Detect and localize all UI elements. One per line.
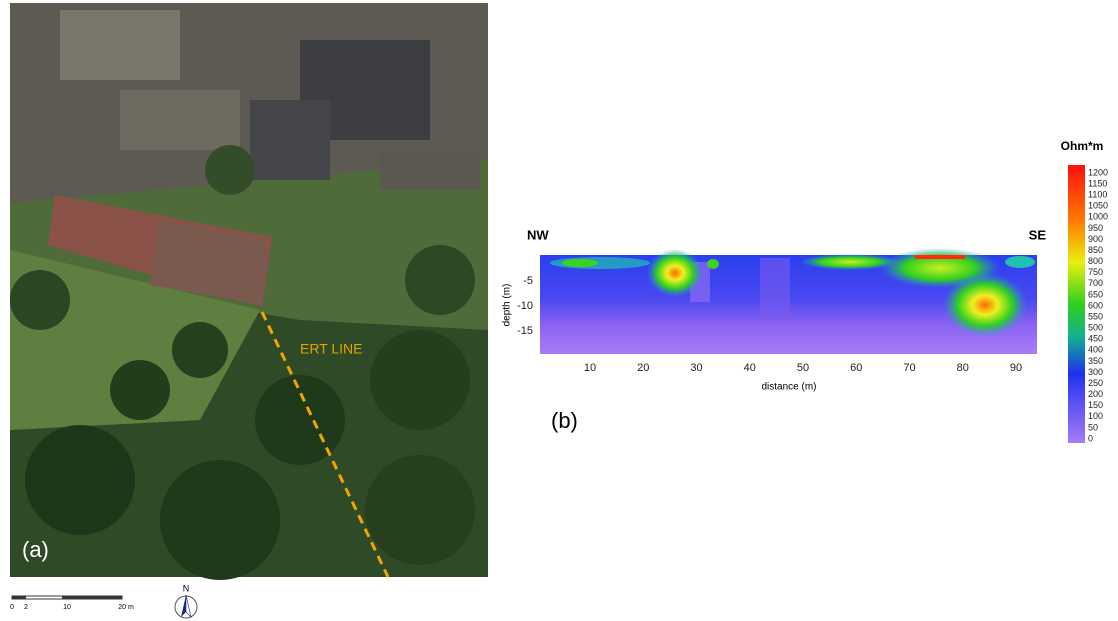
colorbar-tick-label: 300 [1088, 367, 1103, 377]
colorbar-tick-label: 200 [1088, 389, 1103, 399]
x-tick-label: 40 [744, 362, 756, 374]
x-tick-label: 50 [797, 362, 809, 374]
colorbar-tick-label: 500 [1088, 323, 1103, 333]
panel-label: (a) [22, 537, 49, 562]
scale-label: 2 [24, 604, 28, 611]
colorbar-tick-label: 950 [1088, 223, 1103, 233]
colorbar [1068, 165, 1085, 443]
colorbar-tick-label: 350 [1088, 356, 1103, 366]
aerial-photo [10, 3, 488, 580]
y-tick-label: -5 [523, 275, 533, 287]
colorbar-tick-label: 150 [1088, 400, 1103, 410]
ert-annotation: ERT LINE [300, 341, 363, 357]
colorbar-tick-label: 750 [1088, 267, 1103, 277]
right-end-label: SE [1029, 227, 1047, 242]
colorbar-tick-label: 50 [1088, 422, 1098, 432]
colorbar-title: Ohm*m [1061, 139, 1104, 153]
left-end-label: NW [527, 227, 549, 242]
colorbar-tick-label: 900 [1088, 234, 1103, 244]
north-label: N [183, 583, 190, 593]
x-tick-label: 30 [690, 362, 702, 374]
colorbar-tick-label: 1050 [1088, 201, 1108, 211]
x-axis-label: distance (m) [761, 382, 816, 393]
colorbar-tick-label: 450 [1088, 334, 1103, 344]
x-tick-label: 20 [637, 362, 649, 374]
colorbar-tick-label: 700 [1088, 278, 1103, 288]
north-arrow [174, 594, 198, 619]
x-tick-label: 70 [903, 362, 915, 374]
y-tick-label: -15 [517, 325, 533, 337]
colorbar-tick-label: 250 [1088, 378, 1103, 388]
x-tick-label: 90 [1010, 362, 1022, 374]
resistivity-section [540, 248, 1037, 354]
y-tick-label: -10 [517, 300, 533, 312]
scale-bar [11, 595, 123, 600]
x-tick-label: 60 [850, 362, 862, 374]
colorbar-tick-label: 850 [1088, 245, 1103, 255]
colorbar-tick-label: 800 [1088, 256, 1103, 266]
colorbar-tick-label: 1100 [1088, 190, 1107, 200]
colorbar-tick-label: 100 [1088, 411, 1103, 421]
colorbar-tick-label: 1150 [1088, 178, 1107, 188]
scale-label: 10 [63, 604, 71, 611]
colorbar-tick-label: 1200 [1088, 167, 1108, 177]
colorbar-tick-label: 400 [1088, 345, 1103, 355]
colorbar-tick-label: 650 [1088, 289, 1103, 299]
scale-label: 20 m [118, 604, 134, 611]
scale-label: 0 [10, 604, 14, 611]
y-axis-label: depth (m) [502, 284, 513, 327]
colorbar-tick-label: 0 [1088, 433, 1093, 443]
colorbar-tick-label: 550 [1088, 311, 1103, 321]
colorbar-tick-label: 1000 [1088, 212, 1108, 222]
colorbar-tick-label: 600 [1088, 300, 1103, 310]
panel-label: (b) [551, 408, 578, 433]
x-tick-label: 10 [584, 362, 596, 374]
x-tick-label: 80 [957, 362, 969, 374]
